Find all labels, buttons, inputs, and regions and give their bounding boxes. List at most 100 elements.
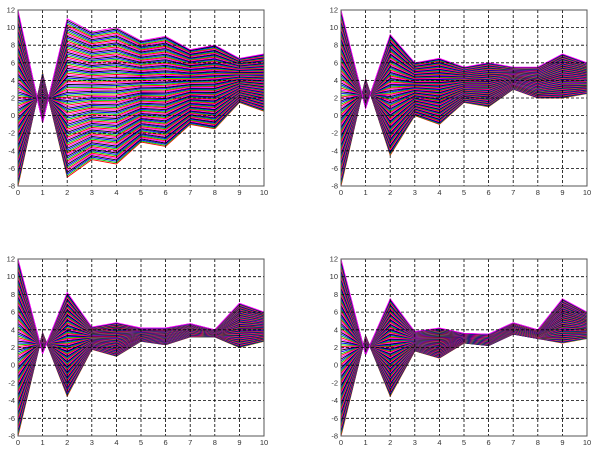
- y-tick-label: 2: [334, 343, 338, 352]
- y-tick-label: -8: [8, 432, 15, 441]
- y-tick-label: 12: [330, 255, 338, 264]
- x-tick-label: 2: [65, 188, 69, 197]
- series-lines: [341, 259, 587, 436]
- y-tick-label: -8: [331, 182, 338, 191]
- x-tick-label: 6: [164, 188, 168, 197]
- x-tick-label: 8: [213, 188, 217, 197]
- x-tick-label: 7: [511, 438, 515, 447]
- y-tick-label: 2: [11, 343, 15, 352]
- grid: [18, 10, 264, 186]
- x-tick-label: 5: [139, 438, 143, 447]
- axes-box: [17, 258, 265, 437]
- x-tick-label: 9: [237, 188, 241, 197]
- x-tick-label: 7: [188, 438, 192, 447]
- y-tick-label: 6: [11, 308, 15, 317]
- y-tick-label: 8: [11, 41, 15, 50]
- y-tick-label: -4: [8, 396, 15, 405]
- y-tick-label: -8: [8, 182, 15, 191]
- axes-box: [340, 9, 588, 187]
- y-tick-label: -4: [8, 146, 15, 155]
- y-tick-label: 12: [7, 6, 15, 15]
- y-tick-label: 12: [330, 6, 338, 15]
- x-tick-label: 4: [437, 438, 441, 447]
- x-tick-label: 5: [462, 438, 466, 447]
- x-tick-label: 0: [339, 438, 343, 447]
- x-tick-label: 9: [560, 438, 564, 447]
- x-tick-label: 4: [437, 188, 441, 197]
- y-tick-label: 0: [11, 111, 15, 120]
- x-tick-label: 6: [487, 438, 491, 447]
- grid: [341, 259, 587, 436]
- y-tick-label: -4: [331, 396, 338, 405]
- y-tick-label: -6: [331, 414, 338, 423]
- y-tick-label: -2: [8, 129, 15, 138]
- y-tick-label: 6: [334, 308, 338, 317]
- y-tick-label: -2: [331, 129, 338, 138]
- y-tick-label: 0: [334, 361, 338, 370]
- y-tick-label: -2: [331, 378, 338, 387]
- x-tick-label: 2: [388, 188, 392, 197]
- grid: [341, 10, 587, 186]
- y-tick-label: 4: [11, 76, 15, 85]
- y-tick-label: -2: [8, 378, 15, 387]
- x-tick-label: 1: [364, 188, 368, 197]
- x-tick-label: 3: [90, 438, 94, 447]
- plot-bottom-left: 0 1 2 3 4 5 6 7 8 9 10 12 10 8 6 4 2 0 -2 -4 -6 -8: [7, 255, 269, 448]
- x-tick-label: 6: [164, 438, 168, 447]
- axes-box: [340, 258, 588, 437]
- x-tick-label: 0: [16, 438, 20, 447]
- y-tick-label: 4: [11, 325, 15, 334]
- x-tick-label: 3: [413, 188, 417, 197]
- y-tick-label: -4: [331, 146, 338, 155]
- y-tick-label: -6: [331, 164, 338, 173]
- y-tick-label: 6: [334, 58, 338, 67]
- x-tick-label: 2: [65, 438, 69, 447]
- y-tick-label: 8: [11, 290, 15, 299]
- y-tick-label: 10: [330, 23, 338, 32]
- x-tick-label: 10: [260, 188, 268, 197]
- x-tick-label: 5: [139, 188, 143, 197]
- x-tick-label: 8: [536, 438, 540, 447]
- x-tick-label: 7: [188, 188, 192, 197]
- plot-top-left: 0 1 2 3 4 5 6 7 8 9 10 12 10 8 6 4 2 0 -2 -4 -6 -8: [7, 6, 269, 198]
- y-tick-label: 4: [334, 325, 338, 334]
- x-tick-label: 10: [260, 438, 268, 447]
- x-tick-label: 7: [511, 188, 515, 197]
- x-tick-label: 8: [536, 188, 540, 197]
- x-tick-label: 0: [339, 188, 343, 197]
- y-tick-label: 12: [7, 255, 15, 264]
- y-tick-label: -8: [331, 432, 338, 441]
- y-tick-label: -6: [8, 414, 15, 423]
- x-tick-label: 5: [462, 188, 466, 197]
- x-tick-label: 4: [114, 438, 118, 447]
- x-tick-label: 9: [560, 188, 564, 197]
- x-tick-label: 1: [41, 438, 45, 447]
- x-tick-label: 3: [413, 438, 417, 447]
- x-tick-label: 0: [16, 188, 20, 197]
- y-tick-label: 8: [334, 290, 338, 299]
- y-tick-label: 2: [334, 94, 338, 103]
- y-tick-label: 0: [334, 111, 338, 120]
- y-tick-label: 2: [11, 94, 15, 103]
- x-tick-label: 9: [237, 438, 241, 447]
- x-tick-label: 3: [90, 188, 94, 197]
- y-tick-label: 0: [11, 361, 15, 370]
- plot-bottom-right: 0 1 2 3 4 5 6 7 8 9 10 12 10 8 6 4 2 0 -2 -4 -6 -8: [330, 255, 592, 448]
- y-tick-label: -6: [8, 164, 15, 173]
- y-tick-label: 10: [7, 23, 15, 32]
- grid: [18, 259, 264, 436]
- y-tick-label: 4: [334, 76, 338, 85]
- y-tick-label: 8: [334, 41, 338, 50]
- x-tick-label: 10: [583, 188, 591, 197]
- x-tick-label: 1: [364, 438, 368, 447]
- axes-box: [17, 9, 265, 187]
- x-tick-label: 10: [583, 438, 591, 447]
- x-tick-label: 6: [487, 188, 491, 197]
- x-tick-label: 2: [388, 438, 392, 447]
- x-tick-label: 1: [41, 188, 45, 197]
- x-tick-label: 4: [114, 188, 118, 197]
- y-tick-label: 10: [7, 272, 15, 281]
- y-tick-label: 10: [330, 272, 338, 281]
- plot-top-right: 0 1 2 3 4 5 6 7 8 9 10 12 10 8 6 4 2 0 -2 -4 -6 -8: [330, 6, 592, 198]
- y-tick-label: 6: [11, 58, 15, 67]
